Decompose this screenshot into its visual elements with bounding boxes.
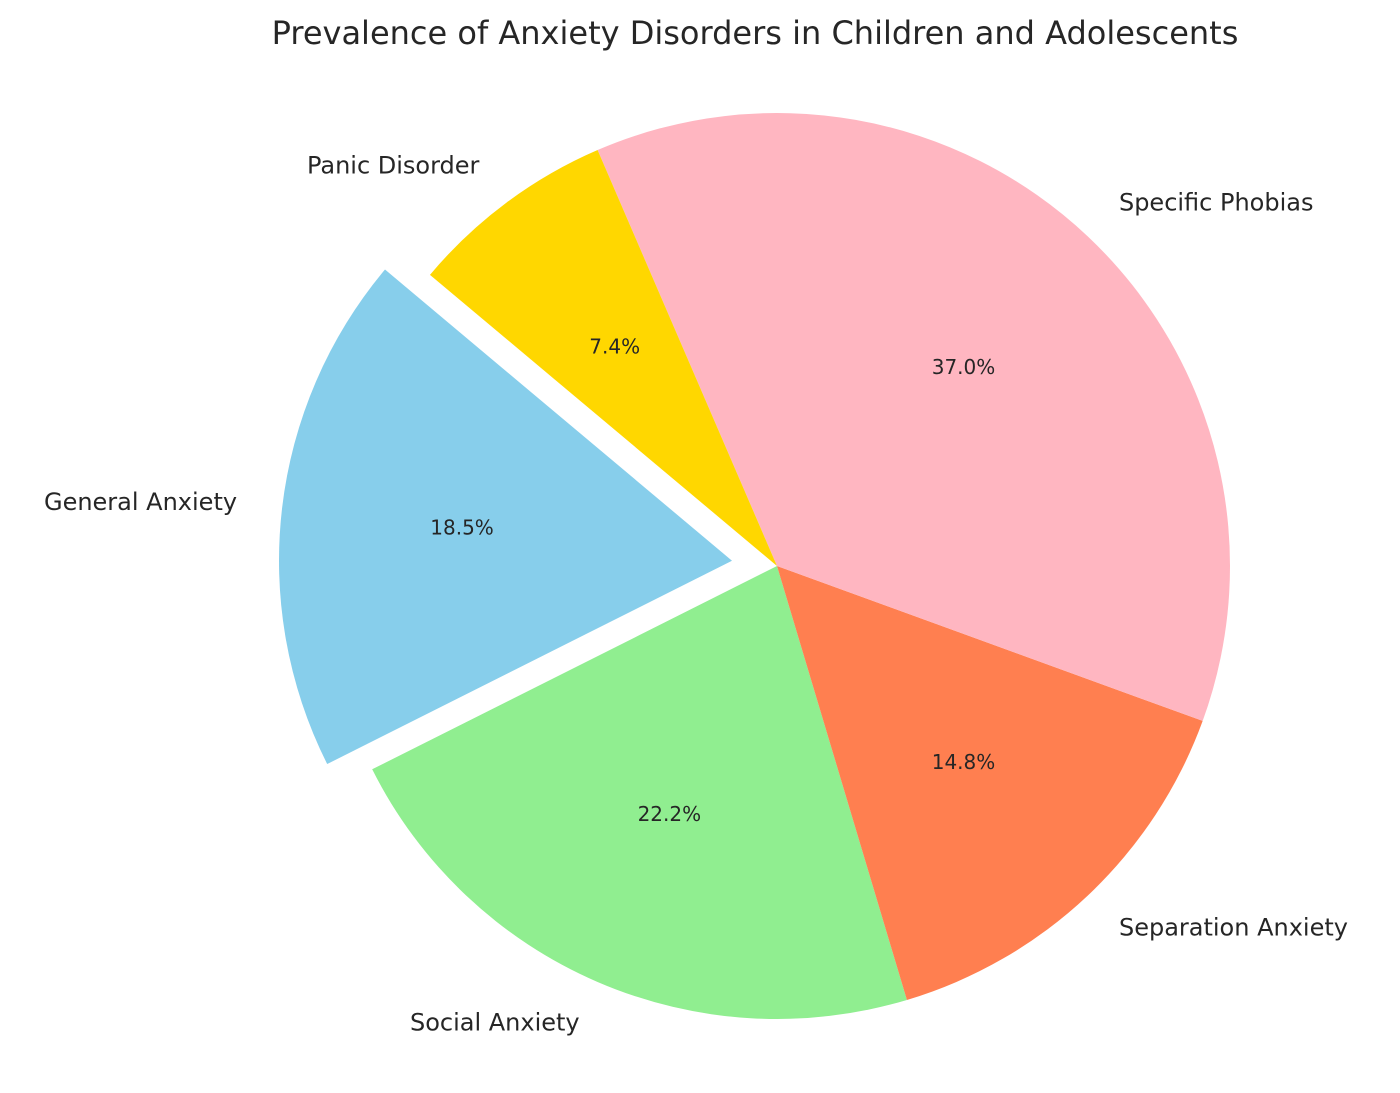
pct-label-social-anxiety: 22.2% (638, 802, 702, 826)
pie-slice-social-anxiety (372, 566, 907, 1019)
pct-label-panic-disorder: 7.4% (589, 334, 640, 358)
pie-slice-general-anxiety (279, 269, 733, 765)
slice-label-specific-phobias: Specific Phobias (1119, 189, 1314, 217)
pie-slice-panic-disorder (429, 150, 777, 567)
pct-label-specific-phobias: 37.0% (932, 355, 996, 379)
slice-label-general-anxiety: General Anxiety (44, 488, 237, 516)
pct-label-separation-anxiety: 14.8% (932, 750, 996, 774)
pct-label-general-anxiety: 18.5% (430, 516, 494, 540)
slice-label-social-anxiety: Social Anxiety (410, 1009, 580, 1037)
pie-slice-separation-anxiety (777, 566, 1203, 1000)
pie-labels: General Anxiety 18.5% Social Anxiety 22.2% S… (44, 151, 1348, 1036)
slice-label-panic-disorder: Panic Disorder (307, 151, 480, 179)
chart-title: Prevalence of Anxiety Disorders in Child… (272, 14, 1239, 52)
pie-slices (279, 113, 1230, 1019)
slice-label-separation-anxiety: Separation Anxiety (1119, 913, 1348, 941)
pie-slice-specific-phobias (597, 113, 1230, 721)
